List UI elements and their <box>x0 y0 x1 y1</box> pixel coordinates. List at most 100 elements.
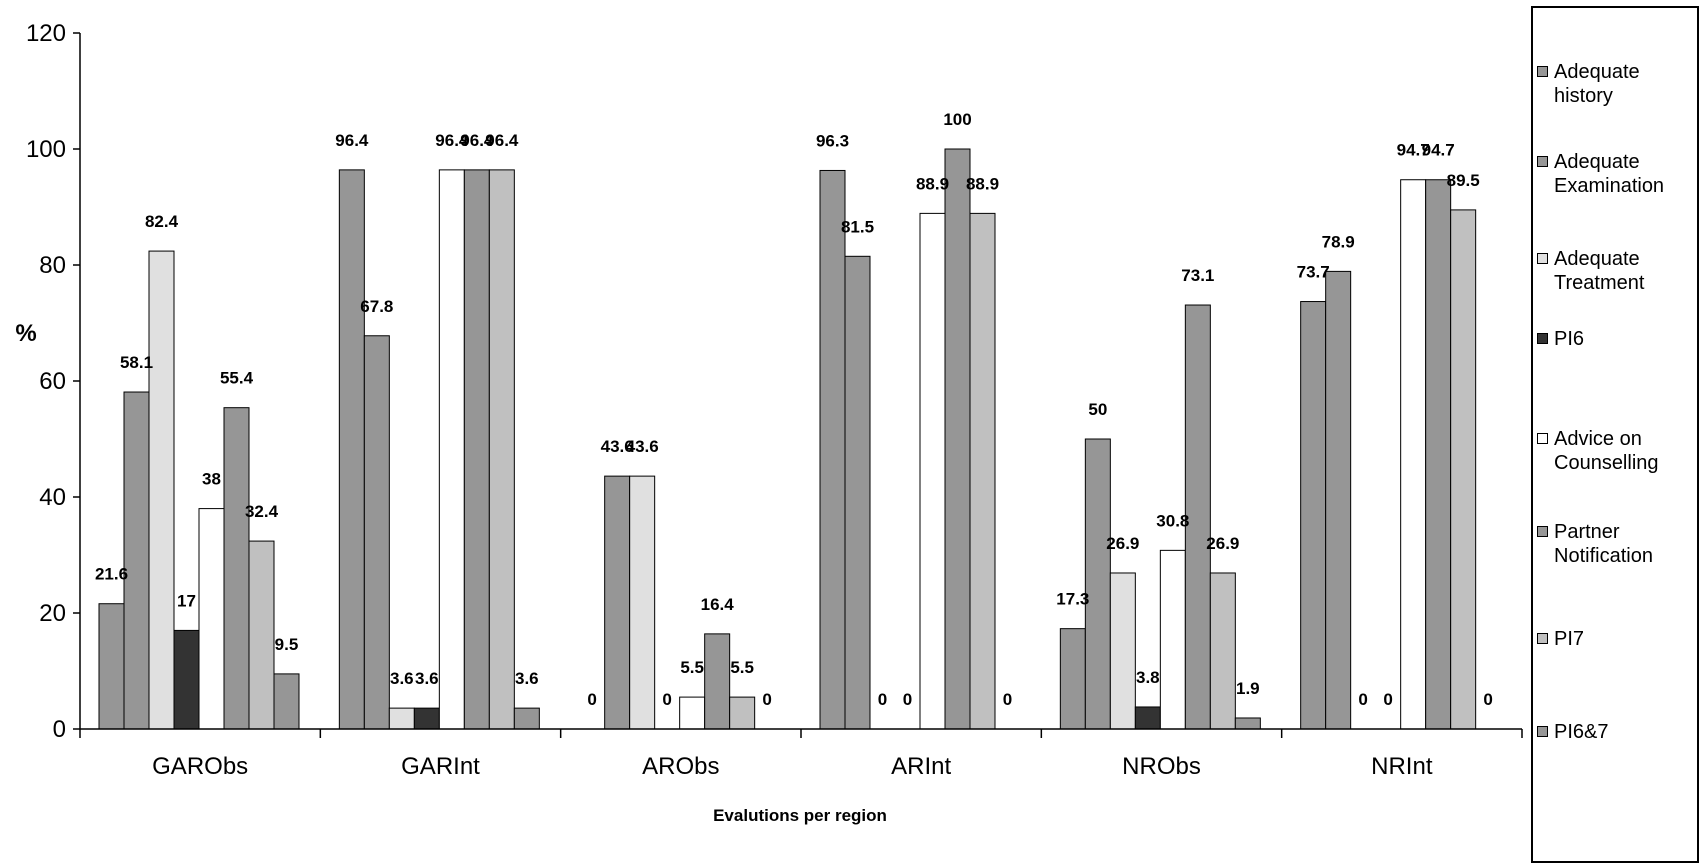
data-label: 50 <box>1088 400 1107 419</box>
data-label: 38 <box>202 470 221 489</box>
bar <box>629 475 656 730</box>
y-tick-label: 100 <box>26 136 66 163</box>
data-label: 21.6 <box>95 565 128 584</box>
data-label: 0 <box>1483 690 1492 709</box>
legend-label: Adequate Examination <box>1554 151 1665 197</box>
bar <box>463 169 490 730</box>
bar <box>1300 301 1327 730</box>
legend-label: PI6&7 <box>1554 721 1609 743</box>
data-label: 96.4 <box>460 131 494 150</box>
data-label: 89.5 <box>1447 171 1480 190</box>
bar <box>248 540 275 730</box>
bar <box>1425 179 1452 730</box>
y-tick-label: 80 <box>39 252 66 279</box>
legend-swatch <box>1537 253 1548 264</box>
legend-label: Adequate Treatment <box>1554 248 1645 294</box>
data-label: 96.3 <box>816 131 849 150</box>
y-tick-label: 40 <box>39 484 66 511</box>
data-label: 82.4 <box>145 212 179 231</box>
data-label: 96.4 <box>435 131 469 150</box>
data-label: 16.4 <box>701 595 735 614</box>
bar <box>1184 304 1211 730</box>
data-label: 3.6 <box>390 669 414 688</box>
data-label: 17 <box>177 591 196 610</box>
y-tick-label: 0 <box>53 716 66 743</box>
data-label: 0 <box>1383 690 1392 709</box>
data-label: 0 <box>762 690 771 709</box>
x-axis-title: Evalutions per region <box>713 806 887 825</box>
category-label: NRObs <box>1122 753 1201 780</box>
legend-swatch <box>1537 726 1548 737</box>
bar <box>388 707 415 730</box>
data-label: 43.6 <box>626 437 659 456</box>
data-label: 67.8 <box>360 297 393 316</box>
bar <box>844 255 871 730</box>
bar <box>919 212 946 730</box>
bar <box>1159 549 1186 730</box>
data-label: 30.8 <box>1156 511 1189 530</box>
bar <box>198 508 225 730</box>
data-label: 0 <box>903 690 912 709</box>
bar <box>488 169 515 730</box>
data-label: 88.9 <box>916 174 949 193</box>
legend-label: Adequate history <box>1554 61 1640 107</box>
bar <box>969 212 996 730</box>
data-label: 78.9 <box>1322 232 1355 251</box>
bar <box>704 633 731 730</box>
bar <box>273 673 300 730</box>
bar-chart: 0 20 40 60 80 100 120 21.6 58.1 82.4 17 38 55.4 32.4… <box>15 20 1523 825</box>
data-label: 5.5 <box>680 658 704 677</box>
bar <box>729 696 756 730</box>
data-label: 26.9 <box>1206 534 1239 553</box>
data-label: 96.4 <box>485 131 519 150</box>
bar <box>438 169 465 730</box>
data-label: 0 <box>878 690 887 709</box>
bar <box>123 391 150 730</box>
category-label: GARObs <box>152 753 248 780</box>
legend-label: Advice on Counselling <box>1554 428 1659 474</box>
data-label: 9.5 <box>275 635 299 654</box>
data-label: 94.7 <box>1422 141 1455 160</box>
bar <box>413 707 440 730</box>
bar <box>1059 628 1086 730</box>
data-label: 88.9 <box>966 174 999 193</box>
data-label: 0 <box>1358 690 1367 709</box>
data-label: 26.9 <box>1106 534 1139 553</box>
bar <box>1084 438 1111 730</box>
bar <box>513 707 540 730</box>
bar <box>338 169 365 730</box>
bar <box>148 250 175 730</box>
data-label: 73.1 <box>1181 266 1214 285</box>
data-label: 55.4 <box>220 369 254 388</box>
y-axis-title: % <box>15 320 36 347</box>
legend-swatch <box>1537 526 1548 537</box>
legend-label: Partner Notification <box>1554 521 1653 567</box>
y-tick-label: 120 <box>26 20 66 47</box>
data-label: 1.9 <box>1236 679 1260 698</box>
legend-label: PI6 <box>1554 328 1585 350</box>
bar <box>679 696 706 730</box>
data-label: 3.6 <box>415 669 439 688</box>
legend: Adequate history Adequate Examination Adeq… <box>1531 6 1699 863</box>
data-label: 58.1 <box>120 353 153 372</box>
data-label: 0 <box>1003 690 1012 709</box>
legend-swatch <box>1537 433 1548 444</box>
bar <box>98 603 125 730</box>
legend-label: PI7 <box>1554 628 1585 650</box>
data-label: 5.5 <box>730 658 754 677</box>
data-label: 0 <box>662 690 671 709</box>
category-labels: GARObs GARInt ARObs ARInt NRObs NRInt <box>152 753 1433 780</box>
data-label: 94.7 <box>1397 141 1430 160</box>
data-label: 96.4 <box>335 131 369 150</box>
category-label: ARObs <box>642 753 719 780</box>
bar <box>1134 706 1161 730</box>
legend-swatch <box>1537 633 1548 644</box>
bar <box>1325 270 1352 730</box>
y-tick-label: 60 <box>39 368 66 395</box>
bar <box>1400 179 1427 730</box>
data-label: 0 <box>587 690 596 709</box>
bar <box>1209 572 1236 730</box>
bar <box>819 169 846 730</box>
x-axis-ticks <box>79 729 1523 738</box>
